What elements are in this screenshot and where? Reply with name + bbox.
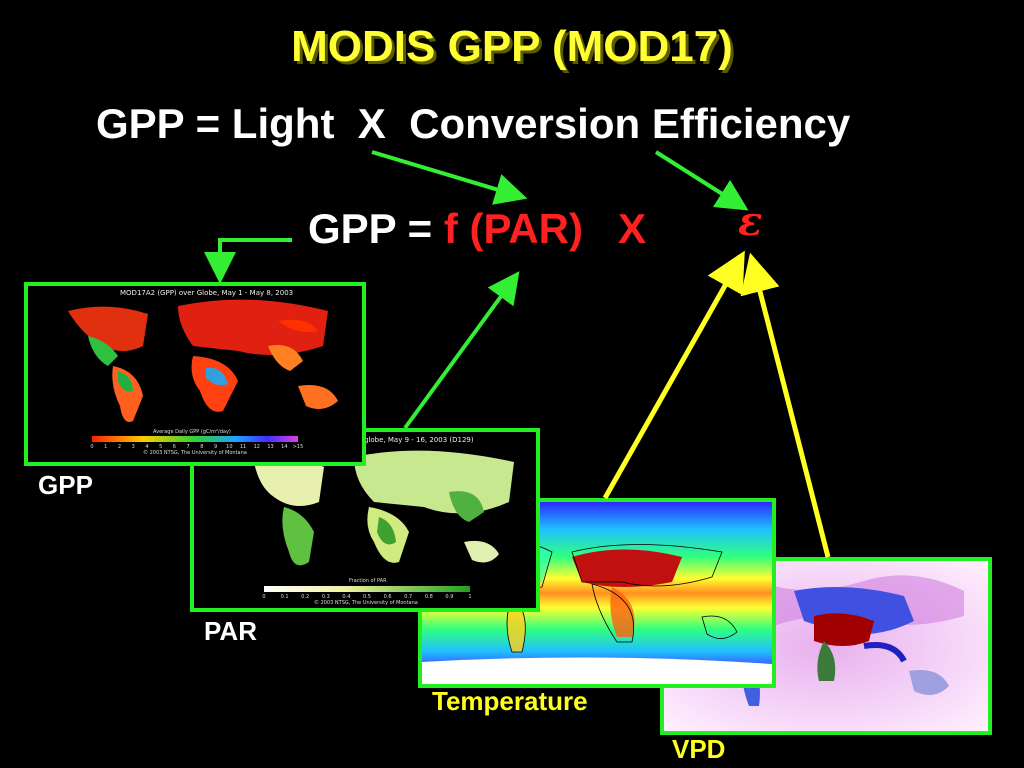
gpp-legend-tick: 5 (159, 444, 162, 450)
arrow-temperature-to-epsilon (602, 250, 745, 500)
arrow-par-to-fpar (403, 271, 520, 430)
gpp-legend-tick: 8 (200, 444, 203, 450)
arrow-vpd-to-epsilon (740, 252, 831, 558)
gpp-map-panel: MOD17A2 (GPP) over Globe, May 1 - May 8,… (24, 282, 366, 466)
gpp-legend-tick: 9 (214, 444, 217, 450)
arrow-gpp-equation-to-map (204, 238, 292, 284)
temperature-caption: Temperature (432, 686, 588, 716)
equation-times: X (618, 205, 647, 252)
arrow-efficiency-to-epsilon (654, 150, 749, 211)
par-legend-tick: 0.7 (404, 594, 412, 600)
par-legend-tick: 0.4 (342, 594, 350, 600)
par-legend-tick: 0.2 (301, 594, 309, 600)
gpp-legend-tick: 14 (281, 444, 287, 450)
par-caption: PAR (204, 616, 257, 646)
gpp-legend-tick: 0 (90, 444, 93, 450)
par-legend-tick: 0.3 (322, 594, 330, 600)
gpp-legend-tick: 13 (267, 444, 273, 450)
gpp-legend-tick: 11 (240, 444, 246, 450)
slide-title: MODIS GPP (MOD17) (291, 22, 733, 71)
gpp-legend-tick: 2 (118, 444, 121, 450)
gpp-legend-label: Average Daily GPP (gC/m²/day) (153, 429, 231, 435)
arrow-light-to-fpar (371, 150, 528, 205)
par-legend-tick: 0.8 (425, 594, 433, 600)
gpp-credit: © 2003 NTSG, The University of Montana (143, 449, 247, 456)
vpd-caption: VPD (672, 734, 726, 764)
par-legend-tick: 0.9 (445, 594, 453, 600)
par-legend-tick: 0.1 (281, 594, 289, 600)
gpp-legend-tick: 3 (132, 444, 135, 450)
par-legend-tick: 0 (262, 594, 265, 600)
par-legend-label: Fraction of PAR (349, 578, 387, 584)
gpp-legend-tick: 10 (226, 444, 232, 450)
gpp-legend-tick: 12 (254, 444, 260, 450)
par-legend-tick: 0.6 (384, 594, 392, 600)
gpp-legend-tick: 4 (145, 444, 148, 450)
par-map-title: globe, May 9 - 16, 2003 (D129) (364, 436, 474, 444)
par-legend-tick: 0.5 (363, 594, 371, 600)
equation-gpp-fpar-epsilon: GPP = f (PAR) X (308, 205, 646, 253)
gpp-legend-tick: >15 (293, 444, 304, 450)
equation-prefix: GPP = (308, 205, 444, 252)
equation-gpp-light-efficiency: GPP = Light X Conversion Efficiency (96, 100, 851, 147)
gpp-legend-tick: 7 (187, 444, 190, 450)
par-legend-tick: 1 (468, 594, 471, 600)
gpp-map: MOD17A2 (GPP) over Globe, May 1 - May 8,… (28, 286, 362, 462)
gpp-legend-tick: 6 (173, 444, 176, 450)
par-credit: © 2003 NTSG, The University of Montana (314, 599, 418, 606)
gpp-legend-tick: 1 (104, 444, 107, 450)
equation-fpar: f (PAR) (443, 205, 583, 252)
gpp-map-title: MOD17A2 (GPP) over Globe, May 1 - May 8,… (120, 289, 293, 297)
gpp-caption: GPP (38, 470, 93, 500)
